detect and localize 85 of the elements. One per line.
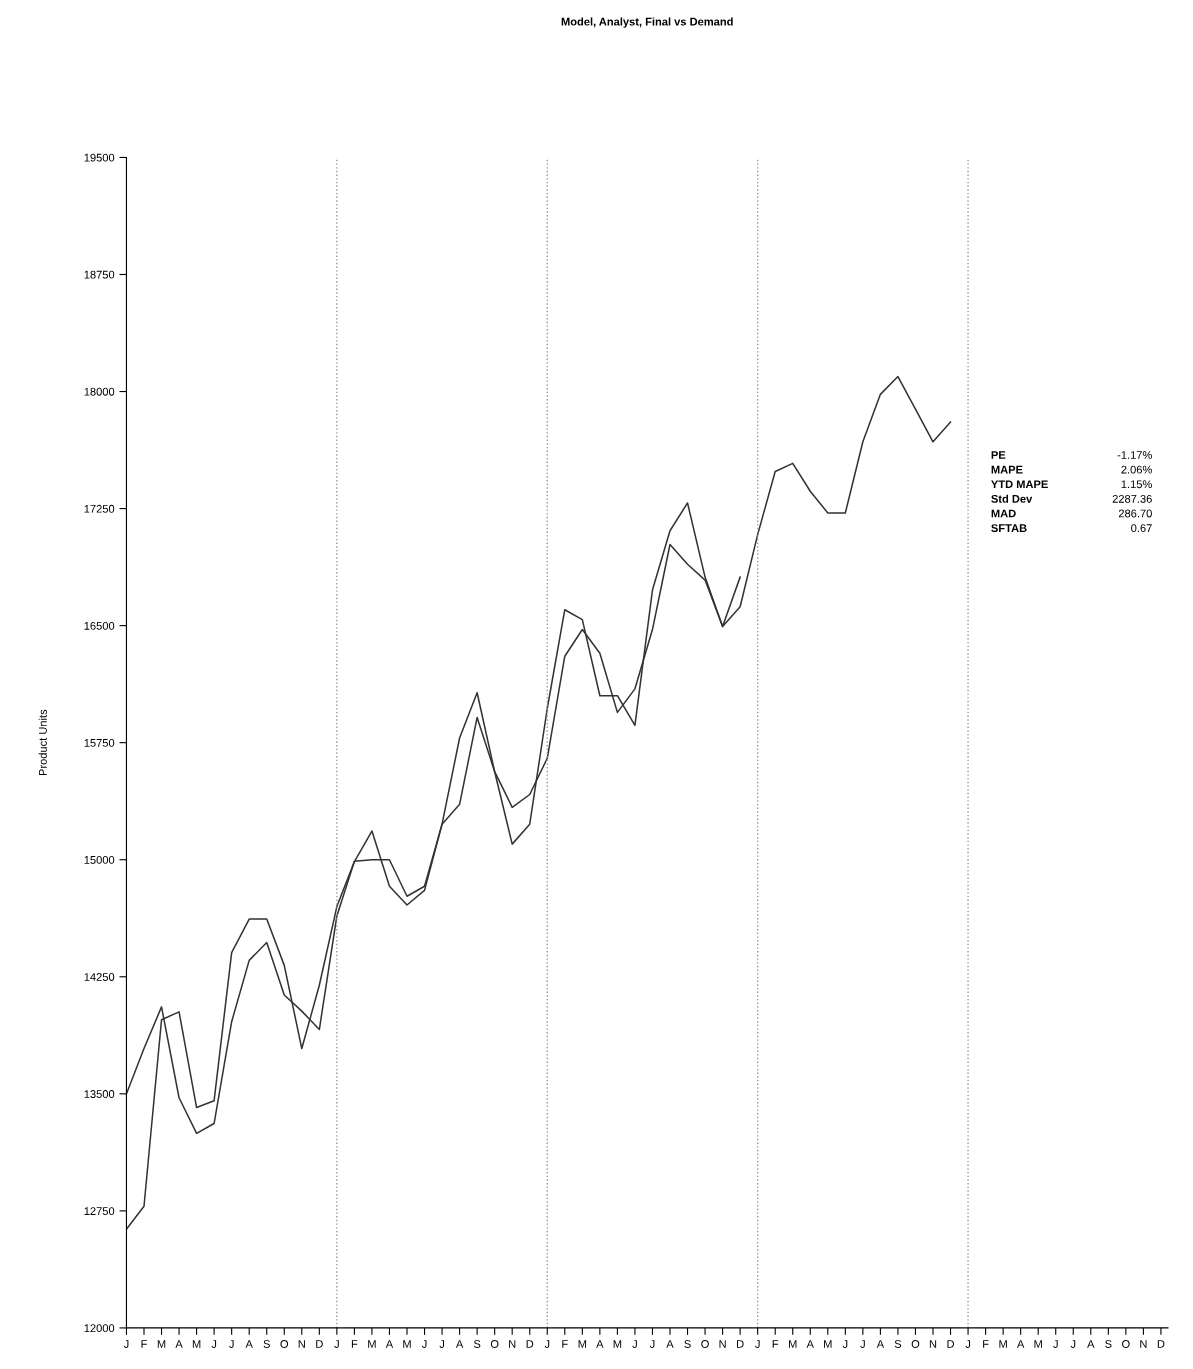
x-tick-label: A <box>1087 1340 1095 1348</box>
annotation: -1.17% <box>1117 451 1152 459</box>
x-tick-label: A <box>175 1340 183 1348</box>
x-tick-label: A <box>1016 1340 1025 1348</box>
x-tick-label: M <box>368 1340 376 1348</box>
annotation: Std Dev <box>991 494 1033 503</box>
y-tick-label: 12750 <box>84 1207 115 1216</box>
x-tick-label: O <box>1122 1340 1130 1348</box>
y-tick-label: 14250 <box>84 973 115 981</box>
x-tick-label: S <box>894 1340 902 1348</box>
x-tick-label: F <box>562 1340 568 1348</box>
x-tick-label: J <box>123 1340 129 1348</box>
x-tick-label: N <box>1140 1340 1147 1348</box>
x-tick-label: J <box>632 1340 637 1348</box>
x-tick-label: J <box>421 1340 427 1348</box>
chart-title: Model, Analyst, Final vs Demand <box>561 17 733 28</box>
x-tick-label: J <box>1053 1340 1058 1348</box>
x-tick-label: D <box>1157 1340 1165 1348</box>
y-tick-label: 15750 <box>84 738 115 747</box>
x-tick-label: O <box>280 1340 289 1348</box>
x-tick-label: J <box>1070 1340 1076 1348</box>
y-tick-label: 13500 <box>84 1090 115 1098</box>
x-tick-label: J <box>229 1340 234 1348</box>
x-tick-label: D <box>737 1340 744 1348</box>
x-tick-label: J <box>334 1340 339 1348</box>
x-tick-label: A <box>876 1340 885 1348</box>
annotation: 1.15% <box>1121 480 1152 489</box>
x-tick-label: M <box>824 1340 832 1348</box>
x-tick-label: J <box>544 1340 550 1348</box>
x-tick-label: N <box>719 1340 726 1348</box>
annotation: PE <box>991 451 1006 459</box>
x-tick-label: J <box>211 1340 217 1348</box>
x-tick-label: O <box>701 1340 709 1348</box>
x-tick-label: N <box>509 1340 516 1348</box>
annotation: 286.70 <box>1118 509 1152 518</box>
annotation: SFTAB <box>991 524 1027 533</box>
x-tick-label: N <box>298 1340 305 1348</box>
annotation: 0.67 <box>1131 524 1152 533</box>
annotation: MAD <box>991 509 1016 518</box>
x-tick-label: A <box>385 1340 394 1348</box>
x-tick-label: M <box>613 1340 622 1348</box>
x-tick-label: M <box>578 1340 587 1348</box>
x-tick-label: M <box>999 1340 1007 1348</box>
x-tick-label: J <box>965 1340 971 1348</box>
annotation: 2287.36 <box>1112 494 1152 503</box>
x-tick-label: J <box>439 1340 445 1348</box>
x-tick-label: S <box>473 1340 481 1348</box>
x-tick-label: N <box>929 1340 937 1348</box>
x-tick-label: M <box>1034 1340 1042 1348</box>
x-tick-label: J <box>860 1340 865 1348</box>
x-tick-label: S <box>263 1340 270 1348</box>
x-tick-label: A <box>666 1340 674 1348</box>
x-tick-label: M <box>789 1340 797 1348</box>
x-tick-label: J <box>755 1340 760 1348</box>
x-tick-label: F <box>351 1340 358 1348</box>
y-axis-title: Product Units <box>38 709 47 776</box>
x-tick-label: M <box>403 1340 411 1348</box>
annotation: MAPE <box>991 465 1023 474</box>
x-tick-label: D <box>316 1340 323 1348</box>
y-tick-label: 19500 <box>84 153 115 162</box>
x-tick-label: D <box>947 1340 955 1348</box>
y-tick-label: 16500 <box>84 621 115 630</box>
x-tick-label: A <box>806 1340 814 1348</box>
x-tick-label: A <box>596 1340 604 1348</box>
x-tick-label: D <box>526 1340 534 1348</box>
x-tick-label: O <box>911 1340 920 1348</box>
y-tick-label: 12000 <box>84 1324 115 1333</box>
x-tick-label: F <box>141 1340 147 1348</box>
x-tick-label: J <box>649 1340 655 1348</box>
x-tick-label: A <box>245 1340 253 1348</box>
y-tick-label: 18750 <box>84 270 115 279</box>
x-tick-label: O <box>490 1340 499 1348</box>
x-tick-label: S <box>684 1340 691 1348</box>
x-tick-label: F <box>983 1340 989 1348</box>
x-tick-label: M <box>157 1340 166 1348</box>
y-tick-label: 15000 <box>84 856 115 864</box>
x-tick-label: M <box>192 1340 201 1348</box>
x-tick-label: S <box>1105 1340 1112 1348</box>
annotation: 2.06% <box>1121 465 1152 474</box>
x-tick-label: J <box>842 1340 848 1348</box>
y-tick-label: 18000 <box>84 387 115 396</box>
x-tick-label: F <box>772 1340 779 1348</box>
x-tick-label: A <box>455 1340 464 1348</box>
y-tick-label: 17250 <box>84 504 115 513</box>
annotation: YTD MAPE <box>991 480 1048 489</box>
